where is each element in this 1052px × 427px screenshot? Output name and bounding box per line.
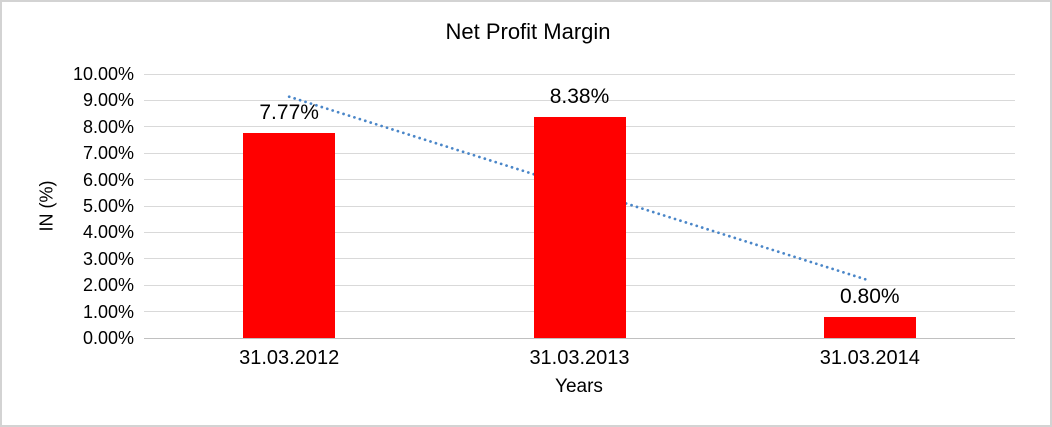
trendline-dotted-line bbox=[287, 95, 872, 283]
x-axis-tick-label: 31.03.2013 bbox=[529, 347, 630, 369]
y-axis-tick-label: 2.00% bbox=[82, 275, 134, 296]
x-axis-title: Years bbox=[555, 376, 603, 397]
bar-31.03.2013 bbox=[533, 116, 626, 338]
gridline bbox=[144, 99, 1015, 101]
bar-31.03.2012 bbox=[243, 132, 336, 338]
value-label: 0.80% bbox=[840, 284, 900, 308]
x-axis-tick-label: 31.03.2012 bbox=[239, 347, 340, 369]
chart-title: Net Profit Margin bbox=[445, 19, 611, 44]
y-axis-tick-label: 1.00% bbox=[82, 301, 134, 322]
trendline bbox=[287, 95, 872, 283]
y-axis-tick-label: 8.00% bbox=[82, 116, 134, 137]
x-axis-tick-label: 31.03.2014 bbox=[819, 347, 920, 369]
y-axis-tick-label: 4.00% bbox=[82, 222, 134, 243]
y-axis-tick-label: 3.00% bbox=[82, 248, 134, 269]
y-axis-tick-label: 10.00% bbox=[72, 64, 134, 84]
y-axis-tick-label: 5.00% bbox=[82, 196, 134, 216]
y-axis-tick-label: 9.00% bbox=[82, 90, 134, 111]
y-axis-tick-label: 0.00% bbox=[82, 328, 134, 348]
bar-31.03.2014 bbox=[823, 316, 916, 338]
y-axis-tick-label: 6.00% bbox=[82, 169, 134, 190]
value-label: 8.38% bbox=[549, 84, 610, 108]
plot-area: 0.00% 1.00% 2.00% 3.00% 4.00% 5.00% 6.00% 7.00%… bbox=[73, 64, 1015, 369]
gridline bbox=[144, 73, 1015, 75]
gridline bbox=[144, 337, 1015, 339]
y-axis-tick-label: 7.00% bbox=[82, 143, 134, 164]
value-label: 7.77% bbox=[259, 100, 319, 124]
